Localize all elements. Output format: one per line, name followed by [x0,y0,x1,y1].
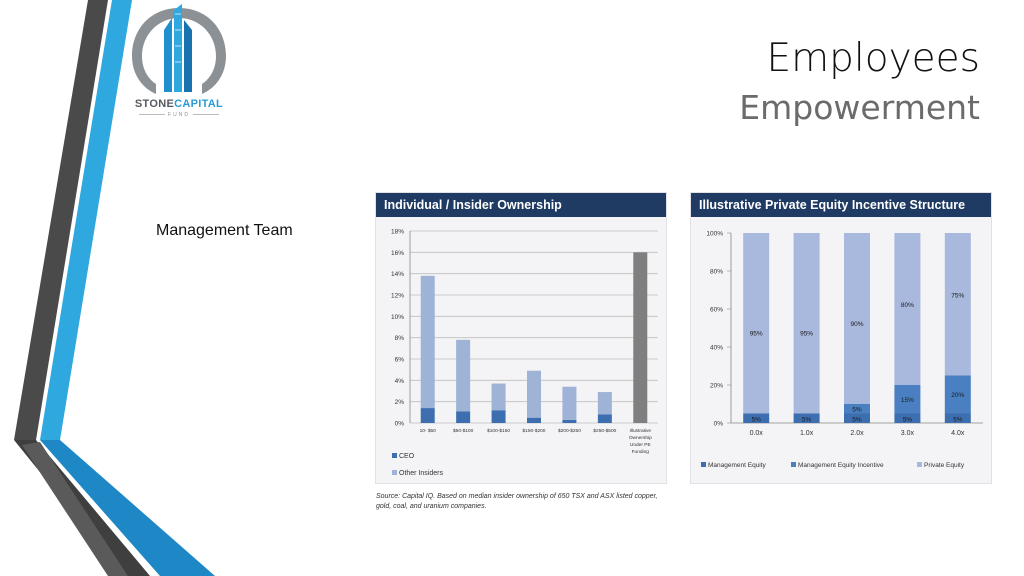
insider-ownership-panel: Individual / Insider Ownership 0% 2% 4% 6% 8… [375,192,667,484]
data-label: 80% [901,302,914,309]
data-label: 5% [852,406,862,413]
y-tick-label: 2% [395,399,405,406]
pe-incentive-title: Illustrative Private Equity Incentive St… [691,193,991,217]
x-tick-label: Illustrative [629,428,651,434]
bar-segment [944,375,971,414]
data-label: 5% [802,417,812,424]
bar-segment [633,252,648,423]
legend-label-ceo: CEO [399,453,415,460]
logo-wordmark: STONECAPITAL [124,98,234,110]
bar-segment [793,413,820,423]
y-tick-label: 40% [710,345,723,352]
x-tick-label: $50-$100 [453,428,474,434]
stone-capital-logo [132,4,226,94]
bar-segment [844,413,870,423]
bar-segment [844,233,870,404]
x-tick-label: $100-$150 [487,428,510,434]
bar-segment [456,411,471,423]
bar-segment [597,414,612,423]
bar-segment [894,233,921,385]
bar-segment [944,413,971,423]
insider-ownership-chart: 0% 2% 4% 6% 8% 10% 12% 14% 16% 18% 10- $50 $50-$100… [391,229,658,477]
x-tick-label: 10- $50 [420,428,437,434]
data-label: 5% [751,417,761,424]
logo-word-capital: CAPITAL [174,98,224,110]
bar-segment [944,233,971,376]
bar-segment [562,419,577,423]
x-tick-label: 1.0x [800,430,814,437]
legend-swatch [917,462,922,467]
y-tick-label: 6% [395,357,405,364]
x-tick-label: Under PE [630,442,651,448]
y-tick-label: 0% [714,421,724,428]
slide-subtitle: Empowerment [739,88,980,127]
bar-segment [743,233,770,414]
y-tick-label: 14% [391,271,404,278]
legend-label: Management Equity Incentive [798,462,884,469]
y-tick-label: 12% [391,293,404,300]
data-label: 20% [951,392,964,399]
legend-swatch [791,462,796,467]
y-tick-label: 8% [395,335,405,342]
bar-segment [456,339,471,412]
bar-segment [597,392,612,415]
data-label: 75% [951,293,964,300]
data-label: 5% [903,417,913,424]
bar-segment [527,417,541,423]
y-tick-label: 60% [710,307,723,314]
legend-label-other-insiders: Other Insiders [399,470,443,477]
bar-segment [491,410,506,423]
bar-segment [527,370,541,418]
logo-word-stone: STONE [134,98,175,110]
x-tick-label: $200-$250 [558,428,581,434]
management-team-label: Management Team [156,222,293,239]
y-tick-label: 20% [710,383,723,390]
y-tick-label: 16% [391,250,404,257]
y-tick-label: 4% [395,378,405,385]
data-label: 95% [750,331,763,338]
bar-segment [562,386,577,420]
bar-segment [894,385,921,414]
data-label: 5% [953,417,963,424]
data-label: 95% [800,331,813,338]
data-label: 90% [850,321,863,328]
logo-subtext: FUND [132,112,226,118]
x-tick-label: 2.0x [850,430,864,437]
y-tick-label: 0% [395,421,405,428]
x-tick-label: $150-$200 [523,428,546,434]
source-note: Source: Capital IQ. Based on median insi… [376,493,658,510]
slide-title: Employees [766,36,980,81]
x-tick-label: 3.0x [901,430,915,437]
bar-segment [844,404,870,414]
x-tick-label: $250-$500 [593,428,616,434]
x-tick-label: 4.0x [951,430,965,437]
legend-swatch [701,462,706,467]
legend-swatch-other-insiders [392,470,397,475]
y-tick-label: 80% [710,269,723,276]
bar-segment [743,413,770,423]
legend-swatch-ceo [392,453,397,458]
y-tick-label: 18% [391,229,404,236]
data-label: 15% [901,397,914,404]
y-tick-label: 10% [391,314,404,321]
bar-segment [420,408,435,423]
x-tick-label: 0.0x [750,430,764,437]
bar-segment [894,413,921,423]
bar-segment [420,275,435,409]
x-tick-label: Ownership [629,435,652,441]
legend-label: Private Equity [924,462,965,469]
bar-segment [491,383,506,411]
x-tick-label: Funding [632,449,650,455]
pe-incentive-chart: 0% 20% 40% 60% 80% 100% 5% 95% 0.0x 5% 95% 1.0x 5% 5%… [701,231,983,469]
bar-segment [793,233,820,414]
legend-label: Management Equity [708,462,767,469]
pe-incentive-panel: Illustrative Private Equity Incentive St… [690,192,992,484]
insider-ownership-title: Individual / Insider Ownership [376,193,666,217]
data-label: 5% [852,417,862,424]
y-tick-label: 100% [706,231,723,238]
